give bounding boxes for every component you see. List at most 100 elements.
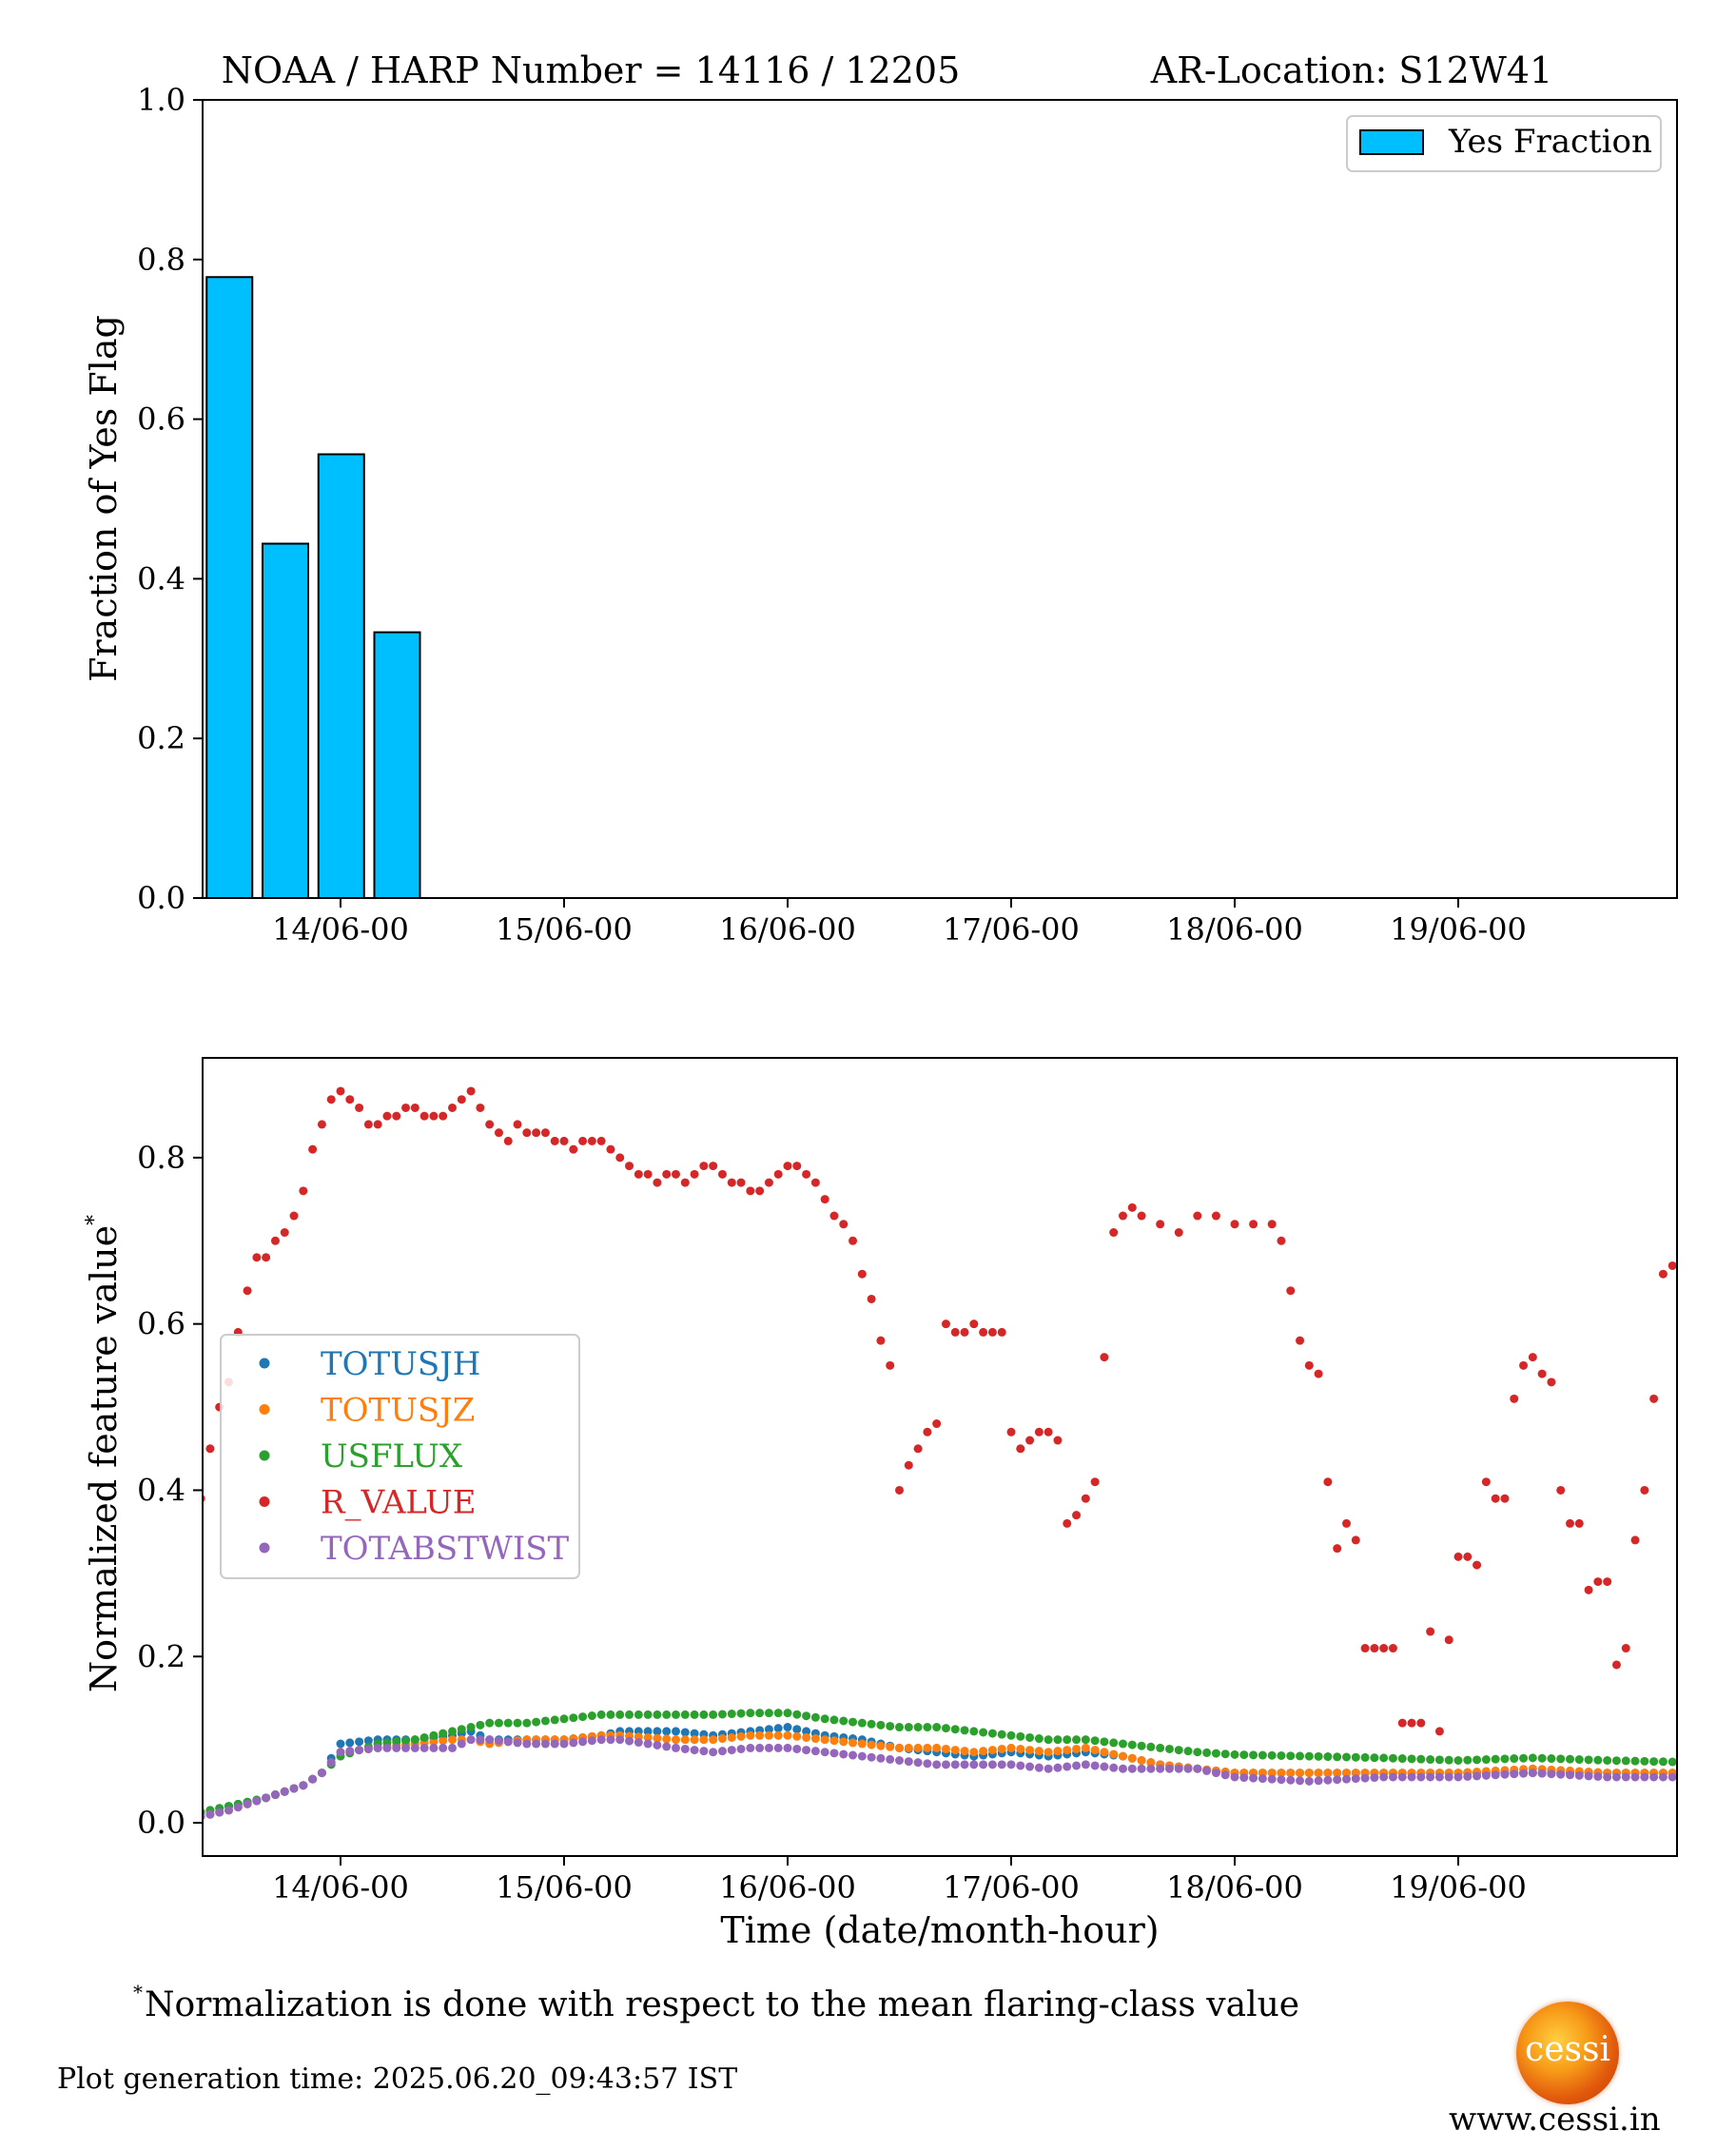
legend: TOTUSJH TOTUSJZ USFLUX R_VALUE TOTABSTWIST — [220, 1334, 580, 1579]
point-totusjh-50 — [653, 1727, 662, 1736]
point-r-value-132 — [1481, 1477, 1491, 1487]
point-r-value-18 — [355, 1103, 364, 1112]
point-totusjh-54 — [690, 1729, 699, 1738]
point-totusjz-27 — [439, 1736, 448, 1746]
point-r-value-79 — [923, 1427, 932, 1437]
scatter-points — [187, 1086, 1732, 1821]
point-r-value-96 — [1081, 1494, 1090, 1503]
point-usflux-100 — [1119, 1739, 1127, 1749]
point-usflux-80 — [932, 1723, 942, 1732]
top-y-tick-label-0-4: 0.4 — [137, 560, 185, 596]
point-usflux-60 — [746, 1709, 755, 1718]
point-r-value-90 — [1025, 1436, 1035, 1445]
point-usflux-49 — [643, 1710, 653, 1719]
point-usflux-107 — [1183, 1747, 1193, 1756]
point-totabstwist-144 — [1528, 1769, 1537, 1778]
point-totabstwist-39 — [550, 1739, 559, 1749]
point-totusjh-66 — [802, 1727, 811, 1736]
point-usflux-91 — [1034, 1734, 1044, 1744]
point-totabstwist-106 — [1174, 1764, 1183, 1773]
y-axis-ticks: 0.0 0.2 0.4 0.6 0.8 — [137, 1140, 203, 1841]
point-r-value-97 — [1090, 1477, 1100, 1487]
point-r-value-31 — [476, 1103, 485, 1112]
point-usflux-131 — [1407, 1754, 1416, 1764]
point-totabstwist-66 — [802, 1746, 811, 1755]
point-usflux-132 — [1416, 1754, 1426, 1764]
legend-marker-totusjh — [259, 1358, 270, 1369]
point-r-value-23 — [401, 1103, 411, 1112]
point-totabstwist-11 — [289, 1784, 299, 1793]
point-totusjz-165 — [1724, 1771, 1732, 1780]
point-totabstwist-132 — [1416, 1772, 1426, 1782]
point-usflux-111 — [1220, 1749, 1230, 1759]
point-usflux-86 — [987, 1729, 997, 1738]
point-r-value-83 — [960, 1327, 969, 1337]
point-r-value-122 — [1388, 1644, 1397, 1653]
point-usflux-77 — [904, 1723, 913, 1732]
point-r-value-153 — [1678, 1270, 1687, 1279]
point-totabstwist-142 — [1510, 1769, 1519, 1779]
legend-label-usflux: USFLUX — [321, 1437, 463, 1476]
point-totusjh-17 — [345, 1738, 355, 1748]
point-totusjh-163 — [1706, 1769, 1714, 1777]
point-r-value-116 — [1333, 1544, 1342, 1554]
point-totusjz-54 — [690, 1735, 699, 1745]
point-totusjz-124 — [1342, 1769, 1351, 1778]
point-r-value-68 — [820, 1195, 829, 1204]
point-r-value-103 — [1156, 1220, 1165, 1229]
point-totabstwist-118 — [1286, 1775, 1296, 1785]
point-totabstwist-33 — [494, 1736, 503, 1746]
point-usflux-55 — [699, 1710, 709, 1719]
point-totusjz-85 — [979, 1747, 988, 1756]
point-usflux-73 — [867, 1719, 876, 1729]
point-r-value-124 — [1407, 1718, 1416, 1728]
point-usflux-27 — [439, 1729, 448, 1738]
point-totabstwist-105 — [1164, 1764, 1174, 1773]
point-totabstwist-119 — [1296, 1776, 1305, 1786]
footnote-marker: * — [133, 1981, 143, 2003]
point-r-value-158 — [1724, 1378, 1732, 1386]
point-r-value-85 — [979, 1327, 988, 1337]
point-totabstwist-1 — [203, 1812, 205, 1821]
point-totusjh-0 — [187, 1810, 196, 1819]
point-totabstwist-154 — [1621, 1772, 1630, 1782]
point-totusjz-58 — [727, 1732, 736, 1742]
point-usflux-29 — [457, 1725, 466, 1734]
point-usflux-51 — [662, 1710, 672, 1719]
point-r-value-52 — [672, 1169, 680, 1179]
bottom-x-tick-label-19-06-00: 19/06-00 — [1390, 1869, 1527, 1906]
point-usflux-103 — [1146, 1742, 1156, 1751]
website-link[interactable]: www.cessi.in — [1449, 2101, 1661, 2139]
legend-marker-totabstwist — [259, 1542, 270, 1554]
point-totabstwist-155 — [1630, 1772, 1640, 1782]
point-usflux-25 — [419, 1732, 429, 1742]
point-r-value-109 — [1267, 1220, 1277, 1229]
point-totabstwist-137 — [1463, 1771, 1473, 1781]
point-totusjz-56 — [709, 1735, 718, 1745]
point-totusjz-164 — [1715, 1770, 1724, 1779]
point-totabstwist-46 — [615, 1735, 625, 1745]
point-r-value-93 — [1053, 1436, 1063, 1445]
point-totusjz-100 — [1119, 1751, 1127, 1761]
point-totabstwist-138 — [1473, 1771, 1482, 1781]
point-r-value-115 — [1323, 1477, 1333, 1487]
point-r-value-40 — [559, 1136, 569, 1145]
point-r-value-113 — [1304, 1360, 1314, 1370]
point-r-value-8 — [262, 1253, 271, 1262]
point-totabstwist-103 — [1146, 1764, 1156, 1773]
point-r-value-144 — [1593, 1577, 1603, 1587]
point-totabstwist-65 — [792, 1744, 802, 1753]
legend-box — [1346, 115, 1662, 172]
point-totabstwist-67 — [810, 1747, 820, 1756]
point-totabstwist-2 — [205, 1809, 215, 1819]
point-totabstwist-108 — [1193, 1764, 1202, 1773]
point-totabstwist-158 — [1658, 1772, 1668, 1782]
top-y-tick-label-0-2: 0.2 — [137, 720, 185, 756]
point-r-value-121 — [1379, 1644, 1389, 1653]
point-usflux-136 — [1453, 1755, 1463, 1765]
point-totabstwist-156 — [1640, 1772, 1649, 1782]
point-r-value-25 — [419, 1111, 429, 1121]
point-totabstwist-89 — [1016, 1761, 1025, 1770]
point-usflux-112 — [1230, 1749, 1239, 1759]
point-totusjz-84 — [969, 1748, 979, 1757]
